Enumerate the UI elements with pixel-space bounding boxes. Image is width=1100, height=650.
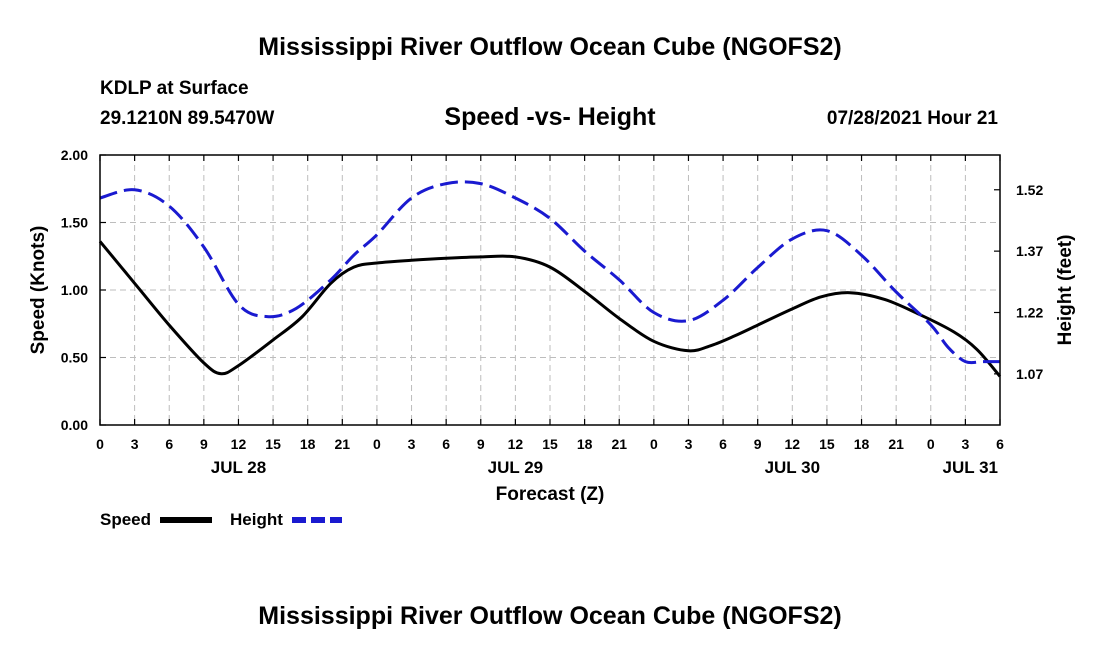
x-axis-label: Forecast (Z) xyxy=(496,484,605,505)
x-tick-label: 12 xyxy=(231,436,247,452)
x-tick-label: 9 xyxy=(200,436,208,452)
x-tick-label: 12 xyxy=(785,436,801,452)
x-tick-label: 15 xyxy=(265,436,281,452)
x-tick-label: 3 xyxy=(685,436,693,452)
x-tick-label: 6 xyxy=(719,436,727,452)
x-tick-label: 18 xyxy=(300,436,316,452)
y-right-tick-label: 1.37 xyxy=(1016,243,1043,259)
y-left-tick-label: 1.00 xyxy=(61,282,88,298)
x-tick-label: 21 xyxy=(888,436,904,452)
x-tick-label: 6 xyxy=(996,436,1004,452)
x-tick-label: 3 xyxy=(961,436,969,452)
x-tick-label: 0 xyxy=(927,436,935,452)
x-tick-label: 6 xyxy=(442,436,450,452)
x-tick-label: 18 xyxy=(854,436,870,452)
forecast-date: 07/28/2021 Hour 21 xyxy=(827,108,999,129)
x-tick-label: 0 xyxy=(96,436,104,452)
day-label: JUL 30 xyxy=(765,458,820,477)
grid-lines xyxy=(100,155,1000,425)
y-right-tick-label: 1.52 xyxy=(1016,182,1043,198)
x-tick-label: 18 xyxy=(577,436,593,452)
y-left-tick-label: 2.00 xyxy=(61,147,88,163)
footer-title: Mississippi River Outflow Ocean Cube (NG… xyxy=(258,602,841,630)
day-label: JUL 28 xyxy=(211,458,266,477)
x-tick-label: 9 xyxy=(754,436,762,452)
x-tick-label: 15 xyxy=(819,436,835,452)
legend-height-label: Height xyxy=(230,510,283,529)
x-tick-label: 0 xyxy=(373,436,381,452)
axes: 0 3 6 9 12 15 18 21 0 3 6 9 12 15 18 21 0 3 6 9 12 15 18 21 0 3 6 0… xyxy=(61,147,1044,477)
y-axis-left-label: Speed (Knots) xyxy=(28,226,49,355)
y-left-tick-label: 0.50 xyxy=(61,350,88,366)
y-axis-right-label: Height (feet) xyxy=(1055,235,1076,346)
series-layer xyxy=(98,180,1002,378)
y-left-tick-label: 1.50 xyxy=(61,215,88,231)
station-label: KDLP at Surface xyxy=(100,78,249,99)
series-line-speed xyxy=(98,240,1002,378)
x-tick-label: 12 xyxy=(508,436,524,452)
x-tick-label: 3 xyxy=(408,436,416,452)
station-coordinates: 29.1210N 89.5470W xyxy=(100,108,274,129)
legend-speed-label: Speed xyxy=(100,510,151,529)
y-right-tick-label: 1.22 xyxy=(1016,305,1043,321)
series-line-height xyxy=(99,180,1000,365)
x-tick-label: 6 xyxy=(165,436,173,452)
day-label: JUL 31 xyxy=(943,458,998,477)
x-tick-label: 21 xyxy=(335,436,351,452)
chart-main-title: Mississippi River Outflow Ocean Cube (NG… xyxy=(258,33,841,61)
x-tick-label: 15 xyxy=(542,436,558,452)
x-tick-label: 21 xyxy=(611,436,627,452)
y-left-tick-label: 0.00 xyxy=(61,417,88,433)
y-right-tick-label: 1.07 xyxy=(1016,366,1043,382)
x-tick-label: 9 xyxy=(477,436,485,452)
chart-subtitle: Speed -vs- Height xyxy=(444,103,656,131)
day-label: JUL 29 xyxy=(488,458,543,477)
x-tick-label: 3 xyxy=(131,436,139,452)
x-tick-label: 0 xyxy=(650,436,658,452)
legend: Speed Height xyxy=(100,510,342,529)
